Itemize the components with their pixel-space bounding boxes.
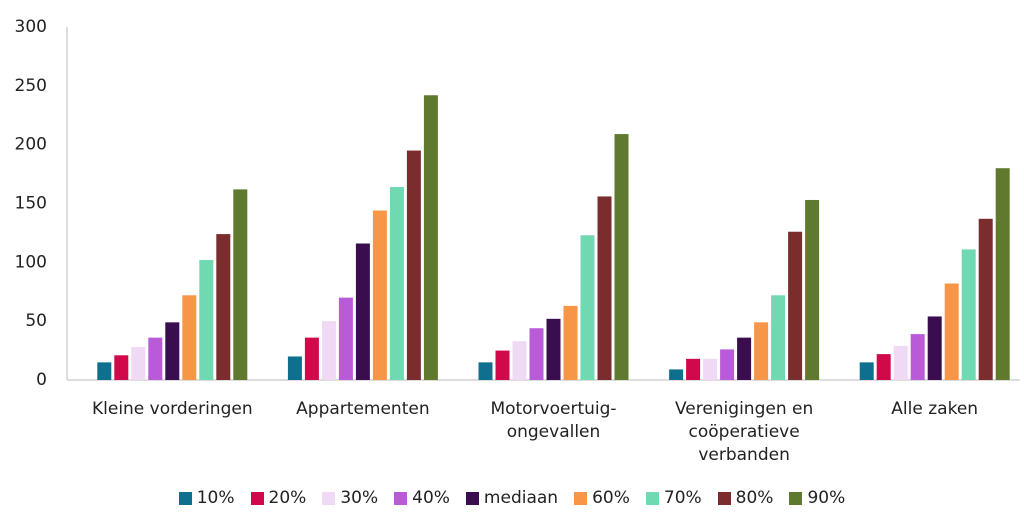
bar (97, 362, 112, 380)
bar (754, 322, 769, 380)
bar (614, 134, 629, 380)
bar (495, 350, 510, 380)
legend-label: 20% (268, 488, 307, 508)
legend-item: 60% (574, 488, 630, 508)
x-tick-label: Appartementen (296, 399, 430, 419)
bar (389, 187, 404, 380)
bar (338, 297, 353, 380)
legend-label: mediaan (483, 488, 559, 508)
legend-label: 90% (807, 488, 846, 508)
legend-label: 40% (412, 488, 450, 508)
legend-item: 70% (645, 488, 702, 508)
legend-item: mediaan (465, 488, 559, 508)
x-tick-label: Verenigingen en coöperatieve verbanden (674, 399, 814, 465)
legend-item: 80% (717, 488, 774, 508)
legend-swatch (645, 491, 659, 505)
legend-label: 10% (196, 488, 235, 508)
bar (287, 356, 302, 380)
bar (978, 218, 993, 380)
bar (182, 295, 197, 380)
legend-item: 10% (178, 488, 235, 508)
bar (927, 316, 942, 380)
legend-swatch (717, 491, 731, 505)
legend-label: 70% (663, 488, 702, 508)
y-tick-label: 100 (15, 252, 47, 272)
bar (720, 349, 735, 380)
bar (131, 347, 146, 380)
bar (529, 328, 544, 380)
x-tick-label: Motorvoertuig-ongevallen (490, 399, 617, 442)
legend: 10% 20% 30% 40% mediaan 60% 70% 80% 90% (0, 488, 1024, 508)
legend-label: 30% (340, 488, 379, 508)
bar (944, 283, 959, 380)
legend-item: 30% (322, 488, 378, 508)
legend-swatch (394, 491, 408, 505)
bar (304, 337, 319, 380)
legend-label: 60% (592, 488, 630, 508)
bar (805, 199, 820, 380)
bar (321, 321, 336, 380)
legend-label: 80% (735, 488, 774, 508)
bar (771, 295, 786, 380)
bar (355, 243, 370, 380)
bar (546, 318, 561, 380)
bar (788, 231, 803, 380)
legend-item: 20% (250, 488, 307, 508)
bar (703, 358, 718, 380)
legend-swatch (178, 491, 192, 505)
bar (512, 341, 527, 380)
bar (216, 234, 231, 380)
bar (478, 362, 493, 380)
legend-swatch (322, 491, 336, 505)
bar (597, 196, 612, 380)
legend-item: 40% (394, 488, 450, 508)
bar (233, 189, 248, 380)
bar (114, 355, 129, 380)
legend-swatch (789, 491, 803, 505)
bar (165, 322, 180, 380)
y-tick-label: 300 (15, 17, 47, 37)
bar (563, 305, 578, 380)
y-tick-label: 200 (15, 135, 47, 155)
legend-swatch (250, 491, 264, 505)
bar (961, 249, 976, 380)
bar (876, 354, 891, 380)
legend-item: 90% (789, 488, 845, 508)
x-tick-label: Kleine vorderingen (91, 399, 253, 419)
bar (910, 334, 925, 380)
bar (423, 95, 438, 380)
bar (199, 259, 214, 380)
bar (737, 337, 752, 380)
bar (580, 235, 595, 380)
y-tick-label: 0 (36, 370, 47, 390)
bar (995, 168, 1010, 380)
bar (406, 150, 421, 380)
legend-swatch (574, 491, 588, 505)
legend-swatch (465, 491, 479, 505)
bar (859, 362, 874, 380)
y-tick-label: 150 (15, 194, 47, 214)
y-tick-label: 250 (15, 76, 47, 96)
bar (669, 369, 684, 380)
bar (893, 345, 908, 380)
bar (148, 337, 163, 380)
bar (372, 210, 387, 380)
bar (686, 358, 701, 380)
y-tick-label: 50 (25, 311, 47, 331)
x-tick-label: Alle zaken (891, 399, 979, 419)
